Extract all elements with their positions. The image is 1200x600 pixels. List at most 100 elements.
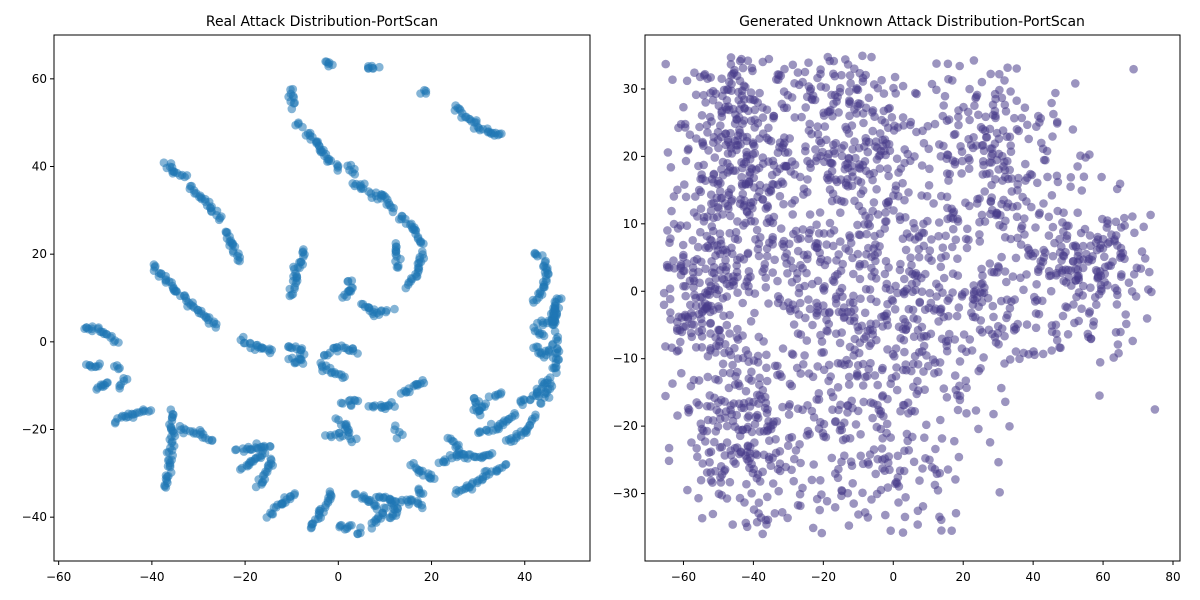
scatter-point [1046, 286, 1056, 296]
scatter-point [1112, 300, 1122, 309]
scatter-point [926, 329, 936, 339]
scatter-point [900, 512, 910, 522]
scatter-point [898, 113, 908, 122]
scatter-point [686, 381, 696, 391]
scatter-point [708, 478, 717, 487]
scatter-point [831, 175, 840, 184]
scatter-point [166, 405, 176, 415]
scatter-point [233, 255, 243, 265]
scatter-point [804, 82, 814, 91]
scatter-point [861, 133, 870, 143]
scatter-point [770, 361, 780, 371]
scatter-point [738, 298, 747, 308]
scatter-point [700, 69, 710, 79]
scatter-point [870, 371, 880, 380]
scatter-point [919, 241, 929, 251]
scatter-point [706, 319, 715, 328]
scatter-point [910, 271, 920, 280]
scatter-point [822, 496, 832, 506]
scatter-point [855, 338, 865, 348]
scatter-point [339, 343, 349, 353]
scatter-point [1052, 336, 1062, 345]
scatter-point [785, 239, 794, 249]
scatter-point [750, 419, 760, 429]
scatter-point [1028, 251, 1038, 261]
scatter-point [718, 157, 728, 167]
scatter-point [730, 343, 739, 353]
scatter-point [705, 458, 714, 467]
scatter-point [487, 449, 497, 458]
scatter-point [1139, 222, 1148, 232]
scatter-point [873, 143, 882, 153]
scatter-point [900, 195, 909, 205]
scatter-point [1034, 265, 1043, 274]
scatter-point [754, 251, 764, 261]
scatter-point [1124, 278, 1134, 288]
scatter-point [687, 332, 697, 342]
scatter-point [825, 308, 834, 318]
scatter-point [995, 69, 1004, 79]
scatter-point [779, 199, 788, 209]
scatter-point [1118, 248, 1128, 258]
scatter-point [790, 79, 799, 88]
y-tick-label: −30 [613, 487, 638, 501]
scatter-point [816, 82, 826, 91]
scatter-point [481, 399, 491, 409]
scatter-point [867, 52, 876, 62]
scatter-point [892, 154, 902, 163]
scatter-point [752, 517, 762, 527]
scatter-point [539, 331, 549, 341]
scatter-point [761, 283, 771, 292]
scatter-point [1032, 280, 1041, 289]
scatter-point [858, 359, 868, 369]
scatter-point [788, 300, 798, 310]
scatter-point [350, 489, 360, 499]
scatter-point [812, 494, 822, 504]
scatter-point [691, 343, 701, 352]
scatter-point [674, 123, 683, 133]
scatter-point [856, 451, 865, 461]
scatter-point [848, 145, 857, 154]
scatter-point [732, 261, 741, 270]
scatter-point [713, 422, 723, 431]
scatter-point [937, 434, 947, 443]
scatter-point [923, 216, 932, 226]
scatter-point [711, 251, 720, 260]
scatter-point [1093, 267, 1102, 276]
scatter-point [768, 268, 777, 277]
scatter-point [804, 369, 814, 378]
scatter-point [1000, 100, 1010, 110]
scatter-point [873, 83, 883, 93]
scatter-point [1022, 197, 1031, 206]
scatter-point [971, 93, 980, 103]
scatter-point [686, 300, 695, 310]
scatter-point [815, 505, 824, 515]
scatter-point [828, 111, 837, 121]
scatter-point [1001, 107, 1011, 116]
scatter-point [801, 142, 810, 151]
scatter-point [703, 372, 713, 382]
scatter-point [390, 304, 399, 314]
scatter-point [814, 389, 824, 398]
scatter-point [211, 323, 221, 332]
scatter-point [762, 363, 771, 373]
scatter-point [780, 252, 790, 262]
scatter-point [993, 329, 1002, 338]
scatter-point [728, 520, 737, 529]
scatter-point [805, 119, 814, 129]
scatter-point [780, 64, 789, 74]
scatter-point [1121, 310, 1130, 319]
scatter-point [950, 160, 960, 169]
scatter-point [714, 101, 724, 110]
scatter-point [1045, 271, 1054, 281]
x-tick-label: 60 [1095, 570, 1110, 584]
scatter-point [720, 451, 730, 460]
scatter-point [1068, 256, 1078, 266]
scatter-point [1078, 241, 1088, 251]
scatter-point [900, 274, 909, 284]
scatter-point [418, 503, 427, 513]
scatter-point [1084, 332, 1093, 342]
scatter-point [886, 526, 895, 535]
scatter-point [840, 418, 849, 428]
scatter-point [764, 299, 773, 308]
